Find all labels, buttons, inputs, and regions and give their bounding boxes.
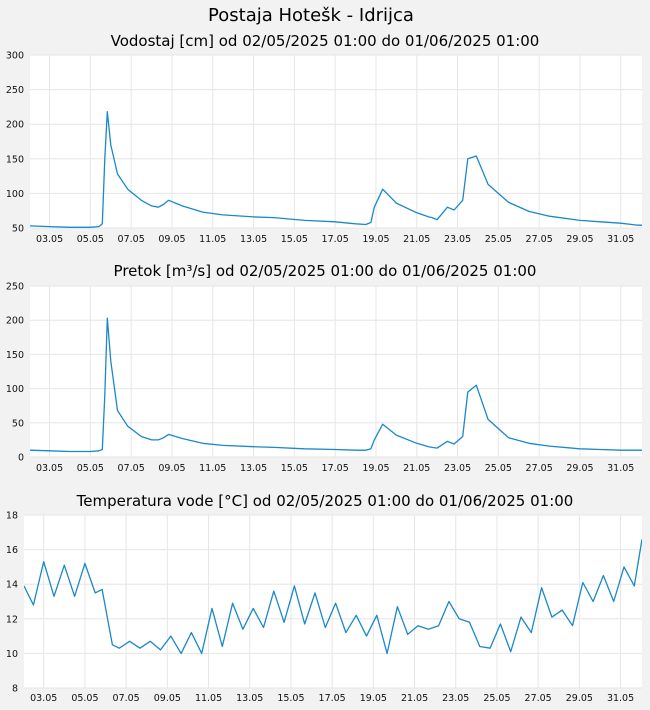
chart-panels: Vodostaj [cm] od 02/05/2025 01:00 do 01/… <box>6 32 642 704</box>
x-tick-label: 15.05 <box>281 234 308 245</box>
x-tick-label: 17.05 <box>319 693 346 704</box>
x-tick-label: 11.05 <box>199 234 226 245</box>
x-tick-label: 07.05 <box>118 463 145 474</box>
x-tick-label: 23.05 <box>442 693 469 704</box>
y-tick-label: 0 <box>18 453 24 464</box>
series-line-0 <box>30 111 642 228</box>
chart-title: Temperatura vode [°C] od 02/05/2025 01:0… <box>76 492 574 510</box>
x-tick-label: 27.05 <box>526 463 553 474</box>
y-tick-label: 18 <box>6 511 18 522</box>
y-tick-label: 250 <box>6 85 24 96</box>
x-tick-label: 27.05 <box>526 234 553 245</box>
x-tick-label: 21.05 <box>403 234 430 245</box>
x-tick-label: 03.05 <box>36 463 63 474</box>
x-tick-label: 17.05 <box>322 234 349 245</box>
x-tick-label: 13.05 <box>236 693 263 704</box>
x-tick-label: 31.05 <box>607 463 634 474</box>
x-tick-label: 13.05 <box>240 463 267 474</box>
x-tick-label: 25.05 <box>483 693 510 704</box>
series-line-0 <box>24 539 642 655</box>
station-title: Postaja Hotešk - Idrijca <box>208 5 414 26</box>
y-tick-label: 200 <box>6 316 24 327</box>
y-tick-label: 14 <box>6 580 18 591</box>
x-tick-label: 05.05 <box>77 234 104 245</box>
x-tick-label: 11.05 <box>199 463 226 474</box>
y-tick-label: 150 <box>6 154 24 165</box>
chart-panel-0: Vodostaj [cm] od 02/05/2025 01:00 do 01/… <box>6 32 642 245</box>
x-tick-label: 15.05 <box>281 463 308 474</box>
x-tick-label: 27.05 <box>525 693 552 704</box>
chart-title: Pretok [m³/s] od 02/05/2025 01:00 do 01/… <box>114 262 537 280</box>
x-tick-label: 25.05 <box>485 463 512 474</box>
plot-area <box>24 515 642 688</box>
x-tick-label: 21.05 <box>403 463 430 474</box>
y-tick-label: 300 <box>6 51 24 62</box>
y-tick-label: 200 <box>6 120 24 131</box>
x-tick-label: 29.05 <box>566 463 593 474</box>
x-tick-label: 09.05 <box>154 693 181 704</box>
plot-area <box>30 55 642 228</box>
x-tick-label: 03.05 <box>30 693 57 704</box>
y-tick-label: 250 <box>6 282 24 293</box>
chart-panel-2: Temperatura vode [°C] od 02/05/2025 01:0… <box>6 492 642 704</box>
y-tick-label: 100 <box>6 384 24 395</box>
x-tick-label: 11.05 <box>195 693 222 704</box>
x-tick-label: 09.05 <box>158 234 185 245</box>
y-tick-label: 100 <box>6 189 24 200</box>
x-tick-label: 15.05 <box>277 693 304 704</box>
x-tick-label: 21.05 <box>401 693 428 704</box>
x-tick-label: 09.05 <box>158 463 185 474</box>
x-tick-label: 29.05 <box>566 693 593 704</box>
x-tick-label: 03.05 <box>36 234 63 245</box>
x-tick-label: 31.05 <box>607 693 634 704</box>
x-tick-label: 17.05 <box>322 463 349 474</box>
x-tick-label: 23.05 <box>444 463 471 474</box>
x-tick-label: 25.05 <box>485 234 512 245</box>
x-tick-label: 31.05 <box>607 234 634 245</box>
y-tick-label: 12 <box>6 614 18 625</box>
y-tick-label: 8 <box>12 684 18 695</box>
plot-area <box>30 286 642 457</box>
series-line-0 <box>30 317 642 453</box>
x-tick-label: 23.05 <box>444 234 471 245</box>
y-tick-label: 16 <box>6 545 18 556</box>
x-tick-label: 07.05 <box>118 234 145 245</box>
x-tick-label: 05.05 <box>77 463 104 474</box>
y-tick-label: 50 <box>12 224 24 235</box>
y-tick-label: 50 <box>12 418 24 429</box>
y-tick-label: 10 <box>6 649 18 660</box>
x-tick-label: 29.05 <box>566 234 593 245</box>
x-tick-label: 19.05 <box>362 463 389 474</box>
x-tick-label: 07.05 <box>113 693 140 704</box>
x-tick-label: 13.05 <box>240 234 267 245</box>
y-tick-label: 150 <box>6 350 24 361</box>
x-tick-label: 05.05 <box>71 693 98 704</box>
x-tick-label: 19.05 <box>362 234 389 245</box>
chart-panel-1: Pretok [m³/s] od 02/05/2025 01:00 do 01/… <box>6 262 642 474</box>
chart-title: Vodostaj [cm] od 02/05/2025 01:00 do 01/… <box>111 32 540 50</box>
x-tick-label: 19.05 <box>360 693 387 704</box>
